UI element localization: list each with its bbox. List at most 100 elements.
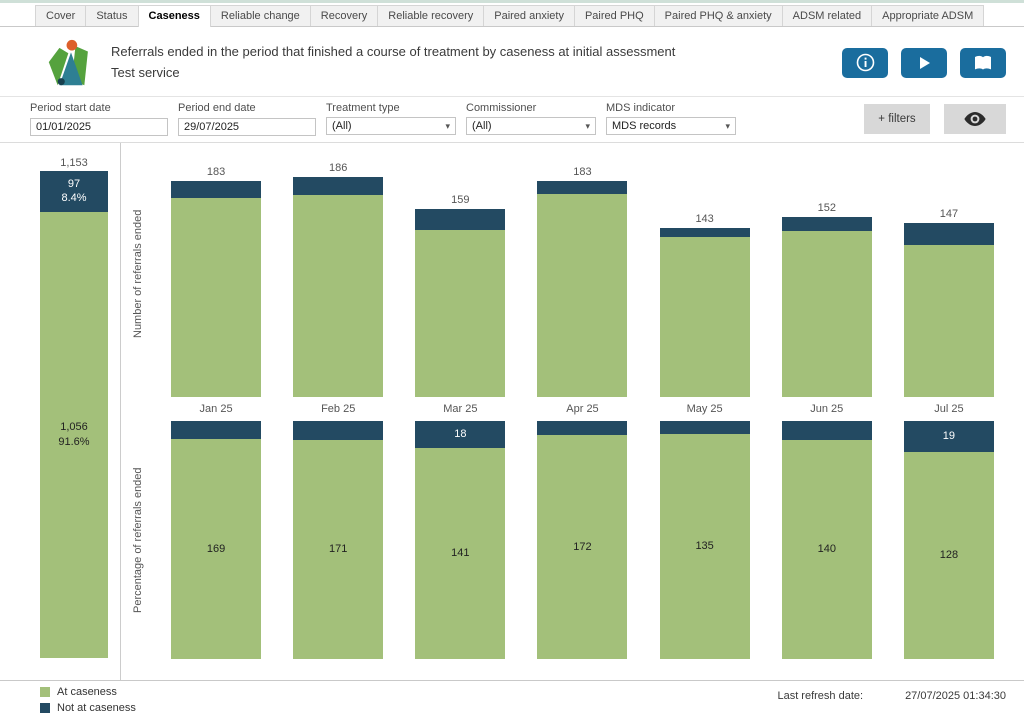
tab-reliable-change[interactable]: Reliable change [209, 5, 311, 26]
report-header: Referrals ended in the period that finis… [0, 27, 1024, 97]
bar-total-label: 152 [817, 202, 836, 214]
total-bar-value-label: 1,153 [60, 157, 88, 169]
at-caseness-segment[interactable]: 128 [903, 451, 994, 659]
treatment-type-select[interactable]: (All) ▾ [326, 117, 456, 135]
tab-caseness[interactable]: Caseness [137, 5, 211, 27]
add-filters-button[interactable]: + filters [864, 104, 930, 134]
tab-reliable-recovery[interactable]: Reliable recovery [377, 5, 485, 26]
at-caseness-segment[interactable]: 140 [781, 439, 872, 659]
commissioner-value: (All) [472, 120, 492, 132]
at-caseness-segment[interactable] [781, 231, 872, 397]
open-book-icon [975, 55, 991, 69]
not-at-caseness-segment[interactable] [293, 421, 384, 441]
not-at-caseness-segment[interactable] [903, 223, 994, 246]
bar-total-label: 183 [206, 166, 226, 178]
at-caseness-segment[interactable]: 141 [415, 447, 506, 659]
percentage-chart-ylabel: Percentage of referrals ended [132, 467, 144, 613]
legend-item[interactable]: At caseness [40, 686, 136, 698]
tab-paired-anxiety[interactable]: Paired anxiety [483, 5, 575, 26]
at-caseness-segment[interactable] [903, 245, 994, 397]
at-caseness-segment[interactable]: 135 [659, 434, 750, 659]
stacked-bar[interactable] [293, 177, 384, 397]
month-axis-label: Mar 25 [443, 403, 478, 415]
at-caseness-segment[interactable]: 169 [171, 439, 262, 659]
tab-adsm-related[interactable]: ADSM related [781, 5, 873, 26]
at-caseness-segment[interactable] [537, 193, 628, 397]
stacked-bar[interactable] [415, 209, 506, 397]
not-at-caseness-segment[interactable] [659, 228, 750, 238]
at-caseness-segment[interactable] [171, 197, 262, 397]
tab-bar: Cover Status Caseness Reliable change Recove… [0, 3, 1024, 27]
at-caseness-segment[interactable]: 171 [293, 440, 384, 659]
at-caseness-segment[interactable]: 172 [537, 435, 628, 659]
not-at-caseness-segment[interactable] [293, 177, 384, 195]
treatment-type-label: Treatment type [326, 102, 400, 114]
period-end-label: Period end date [178, 102, 256, 114]
at-caseness-segment[interactable]: 1,056 91.6% [40, 211, 108, 658]
not-at-caseness-segment[interactable]: 19 [903, 421, 994, 452]
caseness-legend: At caseness Not at caseness [40, 686, 136, 714]
stacked-bar[interactable] [903, 223, 994, 397]
bar-column: 186 [293, 162, 384, 397]
bar-column: 135 [659, 421, 750, 659]
not-at-caseness-segment[interactable] [171, 421, 262, 440]
bar-column: 147 [903, 208, 994, 397]
tab-appropriate-adsm[interactable]: Appropriate ADSM [871, 5, 985, 26]
period-end-input[interactable] [178, 118, 316, 136]
segment-value-label: 97 [67, 177, 81, 190]
stacked-bar[interactable] [537, 181, 628, 397]
stacked-bar[interactable] [781, 217, 872, 397]
month-axis-label: May 25 [686, 403, 723, 415]
stacked-bar[interactable] [171, 181, 262, 397]
not-at-caseness-segment[interactable] [537, 181, 628, 194]
period-start-label: Period start date [30, 102, 111, 114]
tab-paired-phq[interactable]: Paired PHQ [573, 5, 655, 26]
bar-total-label: 143 [695, 213, 714, 225]
legend-label: At caseness [57, 686, 117, 698]
show-hide-button[interactable] [944, 104, 1006, 134]
commissioner-select[interactable]: (All) ▾ [466, 117, 596, 135]
not-at-caseness-segment[interactable]: 18 [415, 421, 506, 448]
not-at-caseness-segment[interactable] [781, 421, 872, 440]
tab-recovery[interactable]: Recovery [309, 5, 379, 26]
not-at-caseness-segment[interactable]: 97 8.4% [40, 171, 108, 212]
month-axis-label: Jun 25 [810, 403, 844, 415]
month-axis-label: Apr 25 [566, 403, 599, 415]
not-at-caseness-segment[interactable] [537, 421, 628, 436]
month-axis-label: Jul 25 [934, 403, 964, 415]
percentage-chart-plot: 169 171 18 141 172 135 140 19 128 [155, 421, 1010, 659]
mds-indicator-select[interactable]: MDS records ▾ [606, 117, 736, 135]
at-caseness-segment[interactable] [659, 237, 750, 397]
tab-cover[interactable]: Cover [35, 5, 87, 26]
not-at-caseness-segment[interactable] [171, 181, 262, 198]
not-at-caseness-segment[interactable] [659, 421, 750, 435]
total-stacked-bar: 97 8.4% 1,056 91.6% [40, 171, 108, 658]
count-chart-plot: 183 186 159 183 143 152 147 [155, 151, 1010, 397]
segment-value-label: 1,056 [60, 421, 88, 434]
percentage-chart: Percentage of referrals ended 169 171 18 14… [121, 421, 1010, 659]
bar-column: 171 [293, 421, 384, 659]
at-caseness-segment[interactable] [415, 230, 506, 397]
guide-book-button[interactable] [960, 47, 1006, 78]
bar-column: 143 [659, 213, 750, 397]
tab-paired-phq-anxiety[interactable]: Paired PHQ & anxiety [653, 5, 783, 26]
bar-total-label: 159 [451, 194, 470, 206]
info-button[interactable] [842, 47, 888, 78]
play-button[interactable] [901, 47, 947, 78]
not-at-caseness-segment[interactable] [415, 209, 506, 231]
bar-column: 172 [537, 421, 628, 659]
refresh-date-value: 27/07/2025 01:34:30 [905, 690, 1006, 702]
bar-column: 140 [781, 421, 872, 659]
not-at-caseness-segment[interactable] [781, 217, 872, 232]
refresh-date-label: Last refresh date: [777, 690, 864, 702]
total-chart-panel: 1,153 97 8.4% 1,056 91.6% [0, 143, 121, 680]
legend-item[interactable]: Not at caseness [40, 702, 136, 714]
at-caseness-segment[interactable] [293, 194, 384, 397]
tab-status[interactable]: Status [85, 5, 139, 26]
bar-column: 159 [415, 194, 506, 397]
service-name: Test service [111, 64, 180, 80]
month-axis-label: Feb 25 [321, 403, 356, 415]
period-start-input[interactable] [30, 118, 168, 136]
stacked-bar[interactable] [659, 228, 750, 397]
month-axis-label: Jan 25 [199, 403, 233, 415]
